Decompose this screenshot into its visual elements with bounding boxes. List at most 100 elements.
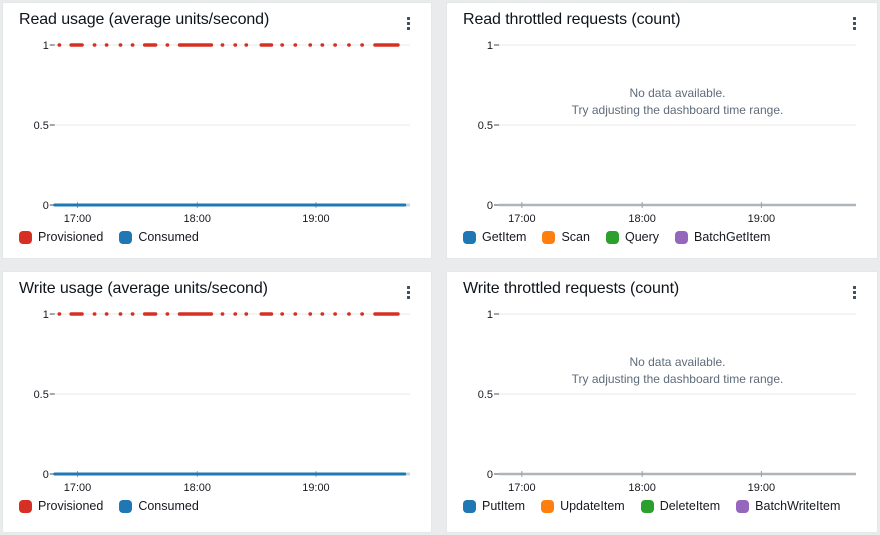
y-tick-label: 0 bbox=[487, 200, 493, 212]
kebab-menu-icon bbox=[852, 285, 856, 289]
legend-write-usage: Provisioned Consumed bbox=[19, 499, 431, 513]
chart-read-throttled[interactable]: 1 0.5 0 17:00 18:00 19:00 No data available. Tr… bbox=[447, 35, 877, 227]
legend-label: Consumed bbox=[138, 230, 199, 244]
legend-label: Scan bbox=[561, 230, 590, 244]
panel-title-write-throttled: Write throttled requests (count) bbox=[463, 280, 680, 297]
legend-swatch bbox=[605, 230, 619, 244]
legend-label: Provisioned bbox=[38, 499, 104, 513]
panel-header: Write usage (average units/second) bbox=[3, 272, 431, 304]
legend-swatch bbox=[463, 499, 476, 513]
legend-read-throttled: GetItem Scan Query BatchGetItem bbox=[463, 230, 877, 244]
legend-read-usage: Provisioned Consumed bbox=[19, 230, 431, 244]
kebab-menu-icon bbox=[406, 290, 410, 294]
legend-swatch bbox=[542, 230, 556, 244]
y-tick-label: 0 bbox=[43, 200, 49, 212]
y-tick-label: 0 bbox=[487, 469, 493, 481]
chart-read-usage[interactable]: 1 0.5 0 17:00 18:00 19:00 bbox=[3, 35, 431, 227]
legend-write-throttled: PutItem UpdateItem DeleteItem BatchWriteIte… bbox=[463, 499, 877, 513]
x-tick-label: 17:00 bbox=[508, 213, 536, 225]
kebab-menu-button[interactable] bbox=[397, 12, 419, 34]
legend-swatch bbox=[541, 499, 555, 513]
panel-title-read-throttled: Read throttled requests (count) bbox=[463, 11, 681, 28]
x-tick-label: 19:00 bbox=[302, 213, 329, 225]
legend-label: GetItem bbox=[482, 230, 527, 244]
legend-item-getitem[interactable]: GetItem bbox=[463, 230, 526, 244]
kebab-menu-icon bbox=[406, 285, 410, 289]
legend-item-putitem[interactable]: PutItem bbox=[463, 499, 525, 513]
kebab-menu-button[interactable] bbox=[843, 281, 865, 303]
panel-write-throttled: Write throttled requests (count) 1 0.5 0 17… bbox=[446, 271, 878, 533]
legend-swatch bbox=[675, 230, 689, 244]
legend-item-batchwriteitem[interactable]: BatchWriteItem bbox=[736, 499, 840, 513]
legend-label: Query bbox=[624, 230, 660, 244]
panel-write-usage: Write usage (average units/second) 1 0.5 0… bbox=[2, 271, 432, 533]
x-tick-label: 19:00 bbox=[748, 482, 776, 494]
panel-header: Read usage (average units/second) bbox=[3, 3, 431, 35]
y-tick-label: 0.5 bbox=[34, 389, 49, 401]
chart-write-throttled[interactable]: 1 0.5 0 17:00 18:00 19:00 No data available. Tr… bbox=[447, 304, 877, 496]
legend-label: UpdateItem bbox=[560, 499, 625, 513]
kebab-menu-icon bbox=[406, 26, 410, 30]
y-tick-label: 1 bbox=[487, 40, 493, 52]
y-tick-label: 1 bbox=[43, 40, 49, 52]
kebab-menu-icon bbox=[852, 16, 856, 20]
x-tick-label: 18:00 bbox=[184, 213, 211, 225]
kebab-menu-icon bbox=[406, 295, 410, 299]
kebab-menu-icon bbox=[406, 16, 410, 20]
x-tick-label: 19:00 bbox=[748, 213, 776, 225]
kebab-menu-icon bbox=[852, 290, 856, 294]
panel-title-write-usage: Write usage (average units/second) bbox=[19, 280, 268, 297]
legend-swatch bbox=[119, 499, 133, 513]
legend-label: PutItem bbox=[482, 499, 526, 513]
x-tick-label: 19:00 bbox=[302, 482, 329, 494]
legend-swatch bbox=[736, 499, 750, 513]
legend-item-updateitem[interactable]: UpdateItem bbox=[541, 499, 625, 513]
y-tick-label: 1 bbox=[487, 309, 493, 321]
y-tick-label: 0.5 bbox=[34, 120, 49, 132]
panel-read-throttled: Read throttled requests (count) 1 0.5 0 17:… bbox=[446, 2, 878, 259]
legend-item-batchgetitem[interactable]: BatchGetItem bbox=[675, 230, 770, 244]
legend-label: Consumed bbox=[138, 499, 199, 513]
legend-swatch bbox=[19, 499, 32, 513]
legend-swatch bbox=[119, 230, 133, 244]
no-data-message-line1: No data available. bbox=[629, 355, 725, 369]
legend-label: Provisioned bbox=[38, 230, 104, 244]
no-data-message-line1: No data available. bbox=[629, 86, 725, 100]
x-tick-label: 17:00 bbox=[508, 482, 536, 494]
panel-read-usage: Read usage (average units/second) 1 0.5 0 1… bbox=[2, 2, 432, 259]
kebab-menu-icon bbox=[852, 21, 856, 25]
panel-header: Read throttled requests (count) bbox=[447, 3, 877, 35]
y-tick-label: 0.5 bbox=[478, 120, 493, 132]
panel-title-read-usage: Read usage (average units/second) bbox=[19, 11, 270, 28]
legend-swatch bbox=[463, 230, 476, 244]
legend-item-provisioned[interactable]: Provisioned bbox=[19, 230, 103, 244]
legend-item-provisioned[interactable]: Provisioned bbox=[19, 499, 103, 513]
legend-item-scan[interactable]: Scan bbox=[542, 230, 590, 244]
chart-write-usage[interactable]: 1 0.5 0 17:00 18:00 19:00 bbox=[3, 304, 431, 496]
legend-label: DeleteItem bbox=[659, 499, 721, 513]
x-tick-label: 17:00 bbox=[64, 482, 91, 494]
kebab-menu-icon bbox=[852, 26, 856, 30]
legend-swatch bbox=[19, 230, 32, 244]
kebab-menu-icon bbox=[852, 295, 856, 299]
panel-header: Write throttled requests (count) bbox=[447, 272, 877, 304]
x-tick-label: 18:00 bbox=[628, 482, 656, 494]
legend-label: BatchWriteItem bbox=[755, 499, 841, 513]
x-tick-label: 18:00 bbox=[184, 482, 211, 494]
legend-item-consumed[interactable]: Consumed bbox=[119, 499, 199, 513]
legend-item-query[interactable]: Query bbox=[605, 230, 660, 244]
legend-item-consumed[interactable]: Consumed bbox=[119, 230, 199, 244]
legend-swatch bbox=[640, 499, 654, 513]
no-data-message-line2: Try adjusting the dashboard time range. bbox=[572, 372, 784, 386]
legend-label: BatchGetItem bbox=[694, 230, 771, 244]
y-tick-label: 0 bbox=[43, 469, 49, 481]
y-tick-label: 1 bbox=[43, 309, 49, 321]
legend-item-deleteitem[interactable]: DeleteItem bbox=[640, 499, 721, 513]
kebab-menu-button[interactable] bbox=[397, 281, 419, 303]
kebab-menu-button[interactable] bbox=[843, 12, 865, 34]
kebab-menu-icon bbox=[406, 21, 410, 25]
x-tick-label: 17:00 bbox=[64, 213, 91, 225]
y-tick-label: 0.5 bbox=[478, 389, 493, 401]
no-data-message-line2: Try adjusting the dashboard time range. bbox=[572, 103, 784, 117]
